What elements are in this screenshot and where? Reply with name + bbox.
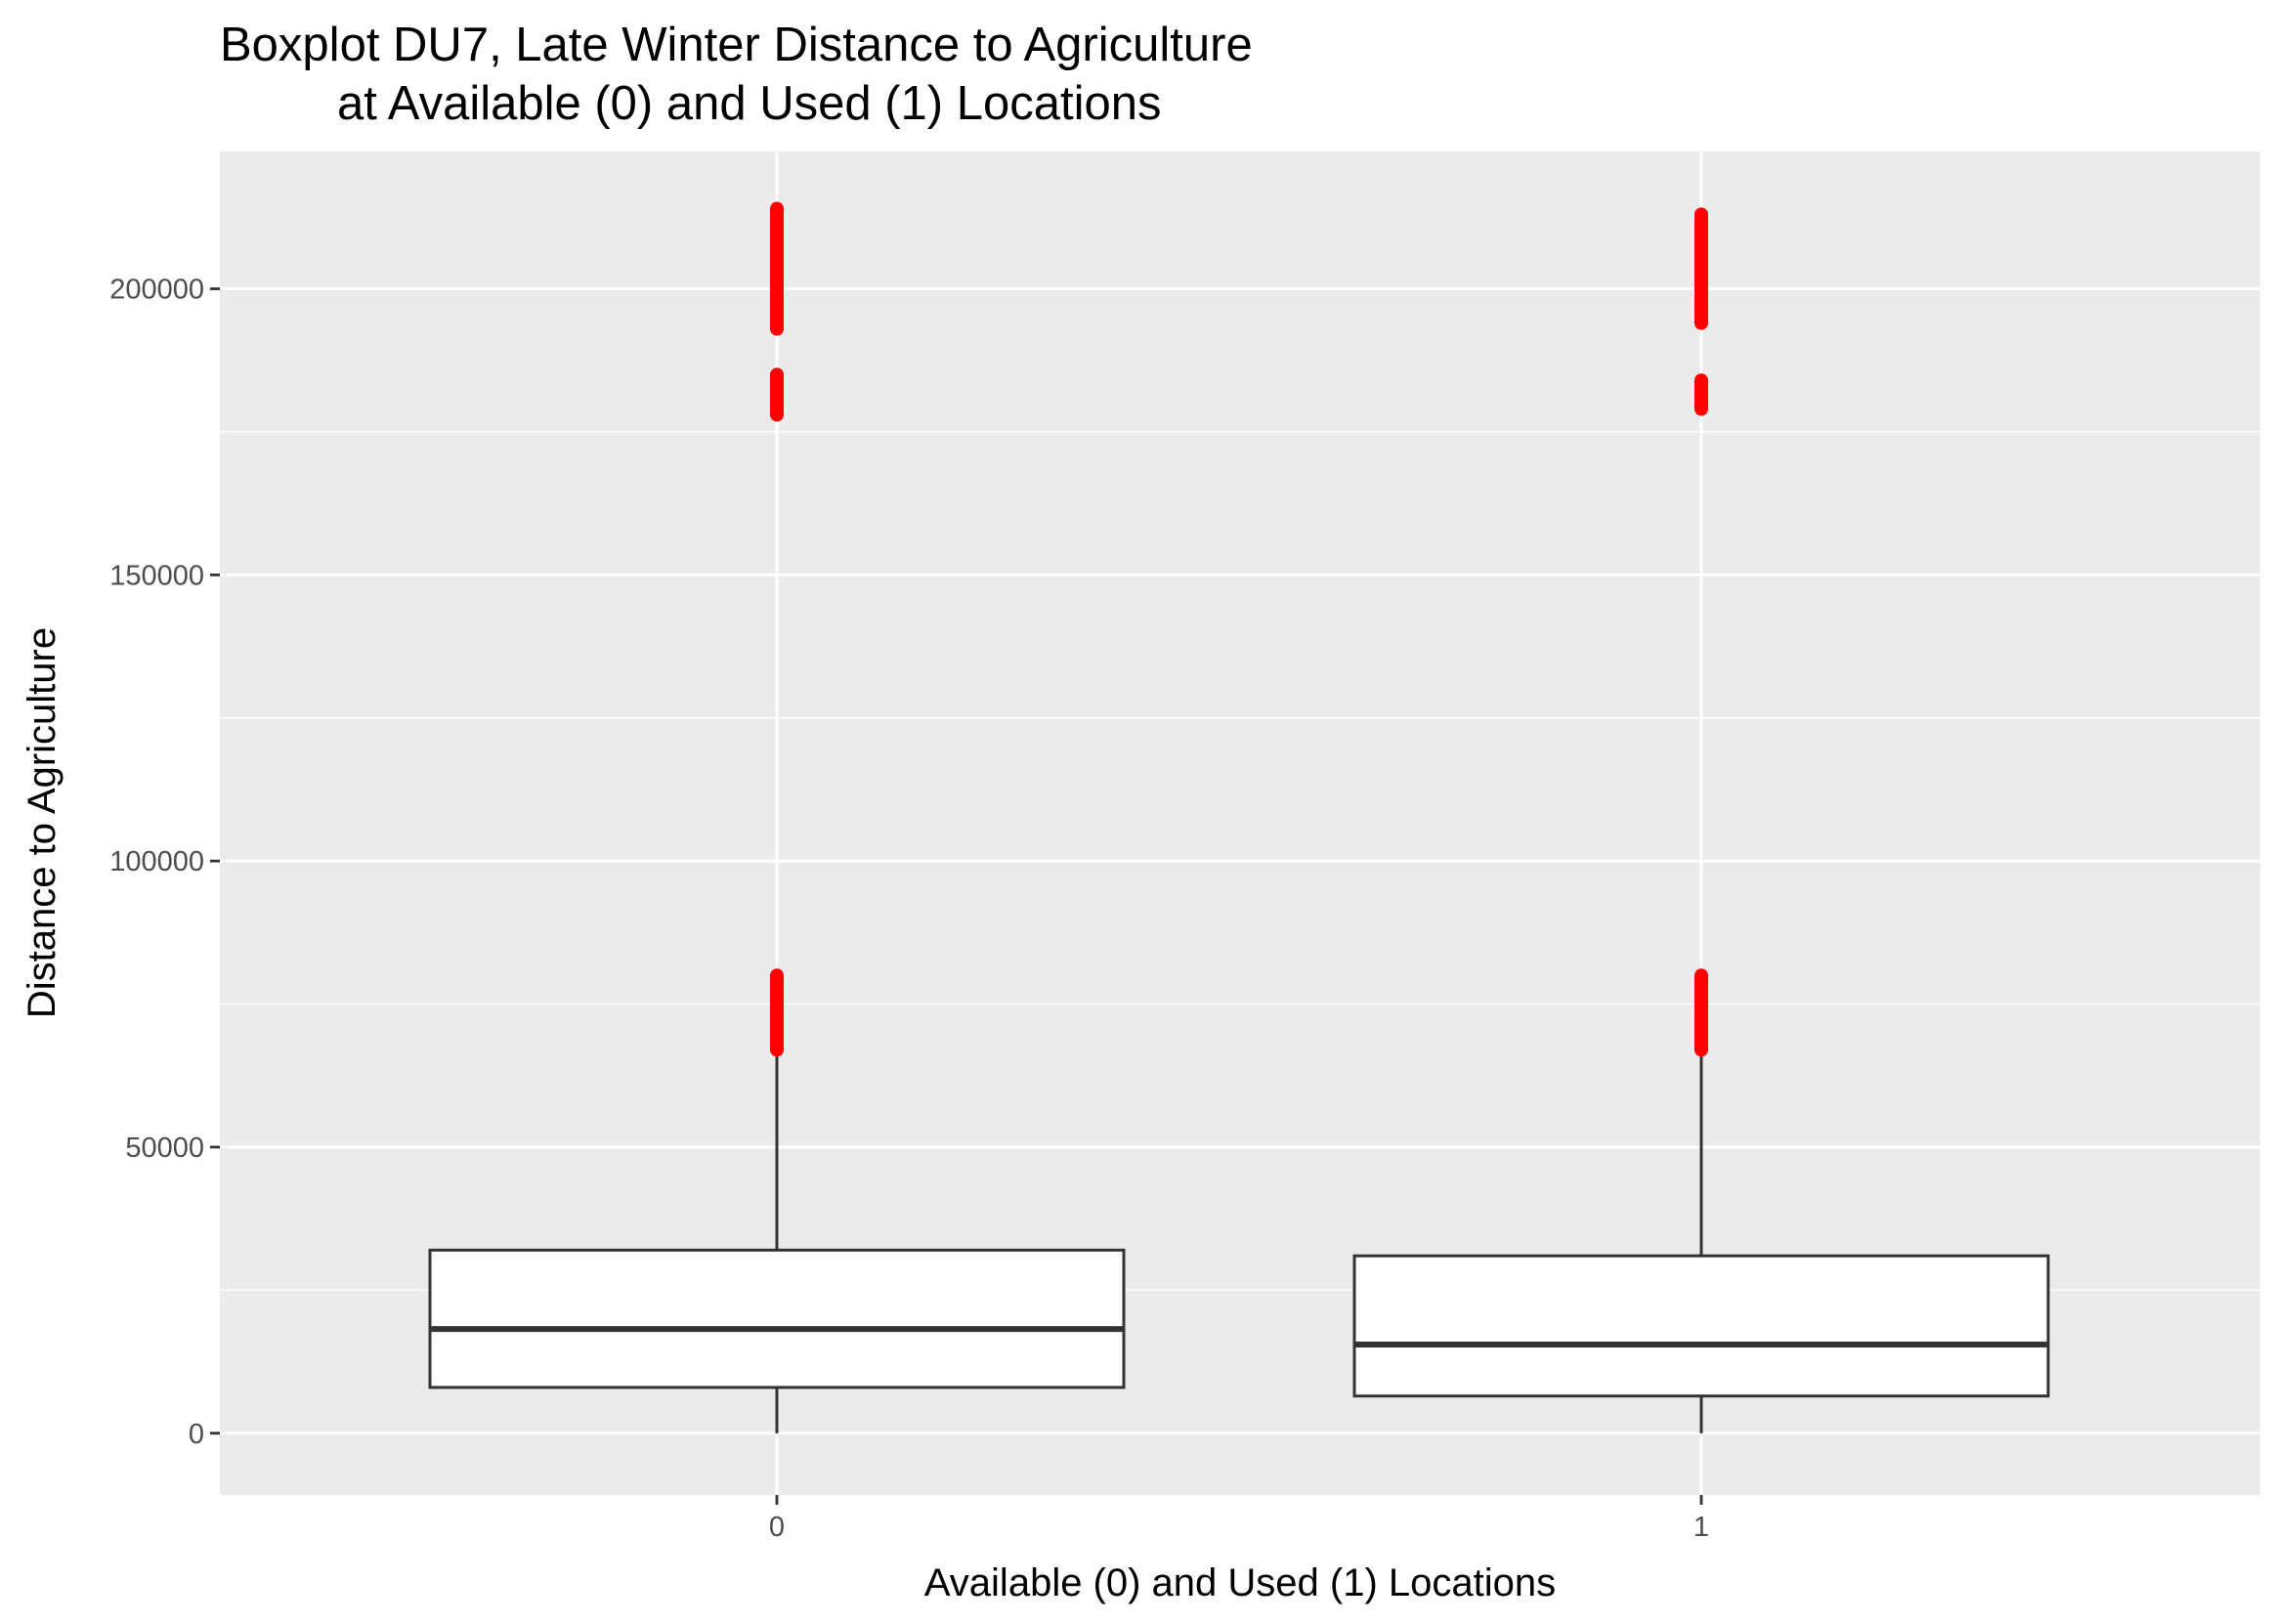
x-tick-label: 1 [1693,1512,1709,1543]
box-iqr [1352,1254,2050,1398]
box-group-0 [428,201,1126,1433]
y-tick-label: 100000 [109,846,204,877]
box-group-1 [1352,207,2050,1433]
x-axis-label: Available (0) and Used (1) Locations [924,1561,1556,1604]
y-tick-label: 150000 [109,560,204,591]
chart-title: Boxplot DU7, Late Winter Distance to Agr… [220,19,1253,71]
chart-subtitle: at Available (0) and Used (1) Locations [337,77,1161,130]
y-tick-label: 0 [189,1419,204,1450]
y-tick-label: 200000 [109,275,204,306]
box-iqr [428,1248,1126,1389]
box-layer [428,201,2050,1433]
y-tick-label: 50000 [125,1133,204,1164]
tick-layer: 0 50000 100000 150000 200000 0 1 [109,275,1709,1543]
x-tick-label: 0 [769,1512,785,1543]
y-axis-label: Distance to Agriculture [21,627,64,1018]
